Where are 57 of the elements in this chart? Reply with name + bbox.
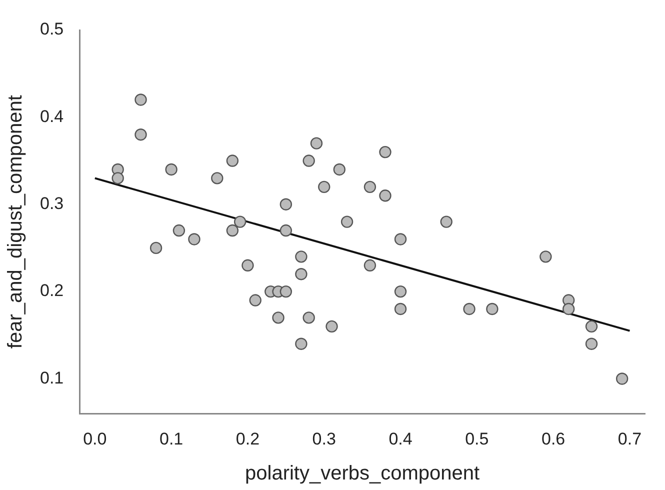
point bbox=[394, 233, 407, 246]
x-tick-label: 0.6 bbox=[542, 429, 566, 448]
x-tick-label: 0.5 bbox=[465, 429, 489, 448]
y-tick-label: 0.5 bbox=[40, 20, 64, 39]
point bbox=[379, 146, 392, 158]
point bbox=[226, 224, 239, 237]
point bbox=[302, 154, 315, 167]
point bbox=[364, 259, 376, 272]
point bbox=[165, 163, 178, 176]
point bbox=[540, 250, 552, 263]
point bbox=[310, 137, 323, 150]
point bbox=[585, 338, 598, 350]
point bbox=[172, 224, 186, 237]
point bbox=[280, 285, 292, 298]
x-tick-label: 0.7 bbox=[618, 429, 642, 448]
point bbox=[280, 198, 292, 210]
point bbox=[150, 242, 162, 254]
x-axis-title: polarity_verbs_component bbox=[245, 462, 480, 485]
point bbox=[616, 372, 628, 385]
point bbox=[562, 302, 575, 316]
point bbox=[326, 320, 338, 333]
x-tick-label: 0.4 bbox=[388, 429, 412, 448]
point bbox=[340, 216, 354, 228]
point bbox=[585, 320, 598, 333]
point bbox=[318, 180, 330, 194]
point bbox=[234, 216, 246, 228]
point bbox=[440, 216, 452, 228]
point bbox=[295, 268, 308, 280]
point bbox=[394, 302, 407, 316]
point bbox=[112, 172, 124, 184]
x-tick-label: 0.3 bbox=[312, 429, 336, 448]
x-tick-label: 0.2 bbox=[236, 429, 260, 448]
x-tick-label: 0.0 bbox=[83, 429, 107, 448]
y-tick-label: 0.1 bbox=[40, 368, 64, 388]
y-tick-label: 0.3 bbox=[40, 194, 64, 214]
point bbox=[280, 224, 292, 237]
point bbox=[188, 233, 200, 246]
point bbox=[249, 294, 262, 306]
y-axis-title: fear_and_digust_component bbox=[4, 94, 27, 349]
x-tick-label: 0.1 bbox=[159, 429, 184, 448]
point bbox=[134, 128, 147, 141]
y-tick-label: 0.4 bbox=[40, 106, 64, 126]
point bbox=[226, 154, 239, 167]
point bbox=[134, 94, 147, 106]
point bbox=[295, 250, 308, 263]
point bbox=[394, 285, 407, 298]
point bbox=[302, 312, 315, 324]
point bbox=[242, 259, 254, 272]
point bbox=[211, 172, 224, 184]
point bbox=[333, 163, 346, 176]
point bbox=[272, 312, 284, 324]
point bbox=[364, 180, 376, 194]
y-tick-label: 0.2 bbox=[40, 281, 64, 300]
point bbox=[463, 302, 476, 316]
point bbox=[379, 190, 392, 202]
point bbox=[295, 338, 308, 350]
point bbox=[486, 302, 498, 316]
